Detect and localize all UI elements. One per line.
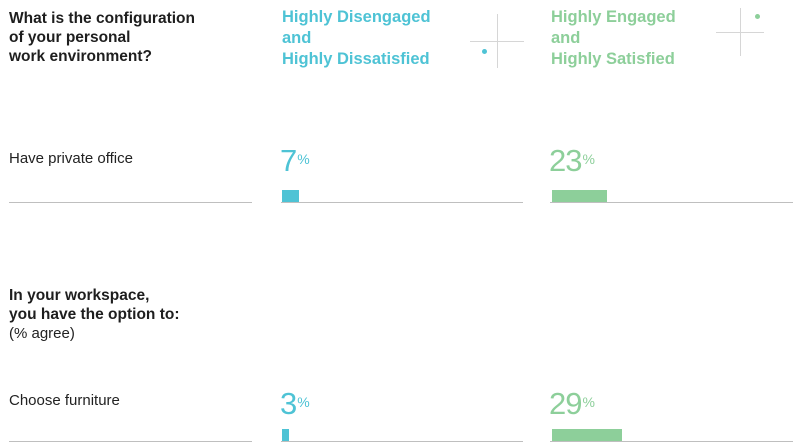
row-divider <box>550 202 793 203</box>
bar-choose-furniture-engaged <box>552 429 622 441</box>
column-header-disengaged: Highly Disengaged and Highly Dissatisfie… <box>282 8 431 68</box>
crosshair-decoration-disengaged <box>470 14 524 68</box>
row-label-choose-furniture: Choose furniture <box>9 392 120 409</box>
row-divider <box>550 441 793 442</box>
bar-private-office-engaged <box>552 190 607 202</box>
dot-icon <box>482 49 487 54</box>
row-divider <box>9 441 252 442</box>
dot-icon <box>755 14 760 19</box>
row-label-private-office: Have private office <box>9 150 133 167</box>
column-header-engaged: Highly Engaged and Highly Satisfied <box>551 8 676 68</box>
crosshair-decoration-engaged <box>716 8 764 56</box>
question-configuration: What is the configuration of your person… <box>9 10 195 65</box>
agree-note: (% agree) <box>9 325 75 342</box>
value-label-choose-furniture-disengaged: 3% <box>280 386 310 421</box>
value-label-private-office-engaged: 23% <box>549 143 595 178</box>
row-divider <box>281 202 523 203</box>
row-divider <box>281 441 523 442</box>
question-workspace-options: In your workspace, you have the option t… <box>9 287 180 323</box>
value-label-choose-furniture-engaged: 29% <box>549 386 595 421</box>
bar-choose-furniture-disengaged <box>282 429 289 441</box>
value-label-private-office-disengaged: 7% <box>280 143 310 178</box>
bar-private-office-disengaged <box>282 190 299 202</box>
row-divider <box>9 202 252 203</box>
